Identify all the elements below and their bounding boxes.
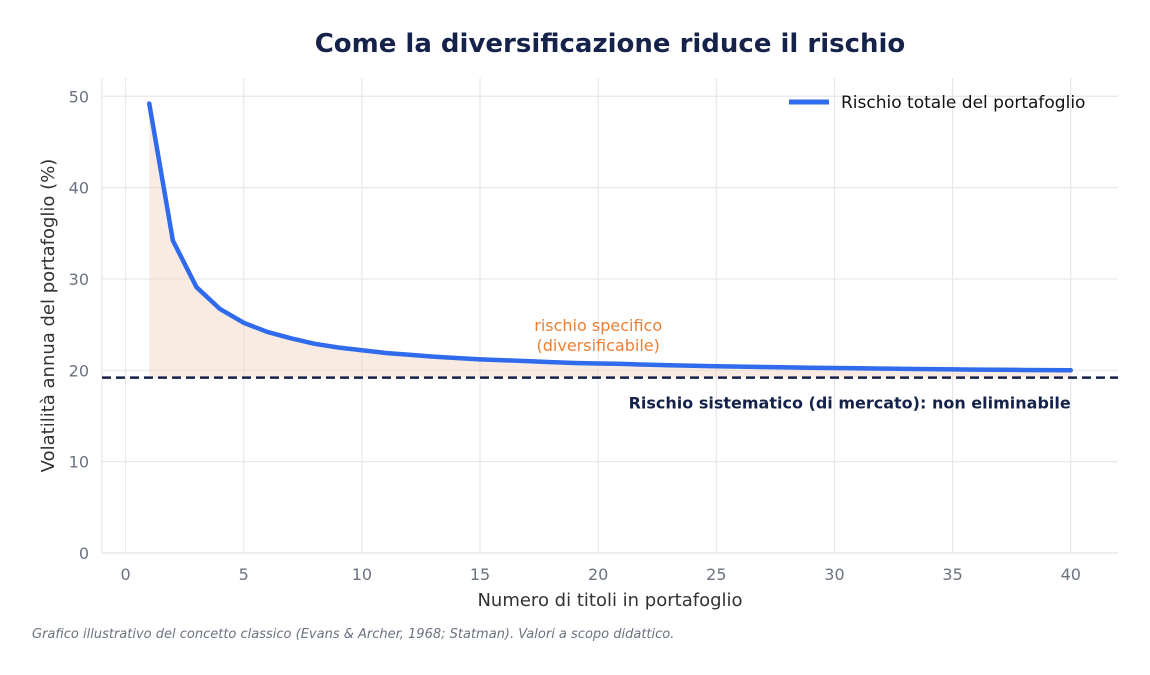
specific-risk-area	[149, 103, 1071, 378]
x-axis-label: Numero di titoli in portafoglio	[477, 590, 742, 611]
x-tick-label: 40	[1061, 565, 1081, 584]
legend: Rischio totale del portafoglio	[789, 93, 1085, 113]
chart-text: Come la diversificazione riduce il risch…	[38, 29, 1071, 611]
series-line-total-risk	[147, 101, 1073, 373]
x-tick-label: 35	[942, 565, 962, 584]
x-tick-label: 10	[352, 565, 372, 584]
x-tick-label: 15	[470, 565, 490, 584]
specific-risk-fill	[149, 103, 1071, 378]
grid	[101, 78, 1118, 554]
y-axis-label: Volatilità annua del portafoglio (%)	[38, 159, 59, 473]
tick-labels: 0 5 10 15 20 25 30 35 40 0 10 20 30 40 50	[69, 87, 1081, 584]
chart-caption: Grafico illustrativo del concetto classi…	[32, 627, 675, 642]
chart-title: Come la diversificazione riduce il risch…	[315, 29, 906, 59]
systematic-risk-label: Rischio sistematico (di mercato): non el…	[629, 394, 1071, 413]
x-tick-label: 5	[239, 565, 249, 584]
x-tick-label: 25	[706, 565, 726, 584]
y-tick-label: 50	[69, 87, 89, 106]
x-tick-label: 0	[121, 565, 131, 584]
y-tick-label: 30	[69, 270, 89, 289]
specific-risk-annotation-line-2: (diversificabile)	[537, 336, 660, 355]
series-layer	[147, 101, 1073, 373]
y-tick-label: 20	[69, 361, 89, 380]
specific-risk-annotation-line-1: rischio specifico	[534, 316, 662, 335]
x-tick-label: 20	[588, 565, 608, 584]
x-tick-label: 30	[824, 565, 844, 584]
y-tick-label: 40	[69, 179, 89, 198]
y-tick-label: 10	[69, 453, 89, 472]
legend-label: Rischio totale del portafoglio	[841, 93, 1085, 113]
y-tick-label: 0	[79, 544, 89, 563]
diversification-chart: 0 5 10 15 20 25 30 35 40 0 10 20 30 40 50 Come la dive…	[38, 29, 1118, 611]
